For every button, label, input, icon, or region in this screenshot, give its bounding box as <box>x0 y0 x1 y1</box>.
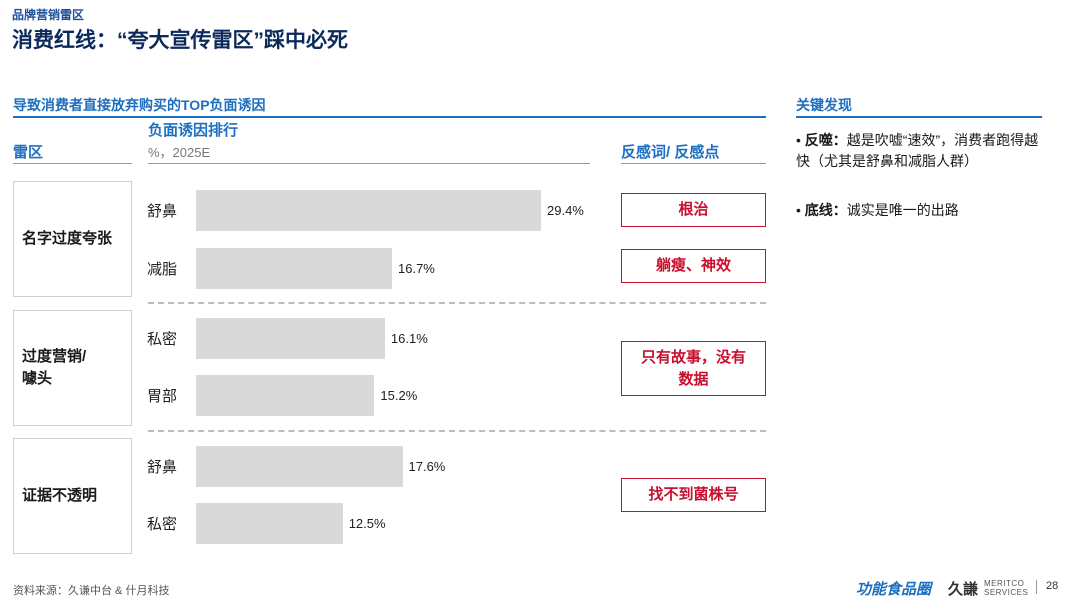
category-label: 减脂 <box>147 261 178 278</box>
category-label: 私密 <box>147 331 178 348</box>
tag-text: 躺瘦、神效 <box>655 257 731 274</box>
group-separator <box>148 430 766 432</box>
left-section-rule <box>13 116 766 118</box>
finding-text: 越是吹嘘“速效”，消费者跑得越快（尤其是舒鼻和减脂人群） <box>796 132 1039 169</box>
brand-logo-meritco: MERITCO SERVICES <box>984 579 1029 597</box>
finding-item: • 反噬：越是吹嘘“速效”，消费者跑得越快（尤其是舒鼻和减脂人群） <box>796 130 1051 172</box>
source-note: 资料来源：久谦中台 & 什月科技 <box>13 585 170 597</box>
tag-text: 只有故事，没有 数据 <box>640 348 746 388</box>
bar <box>196 248 392 289</box>
finding-label: 底线： <box>804 202 847 218</box>
page-number: 28 <box>1046 580 1059 592</box>
bar-value-label: 29.4% <box>547 203 584 218</box>
bar-value-label: 15.2% <box>380 388 418 403</box>
col-header-unit: %，2025E <box>148 145 211 160</box>
zone-box-exaggerated-name: 名字过度夸张 <box>13 181 132 297</box>
bar <box>196 375 375 416</box>
right-section-title: 关键发现 <box>796 97 852 113</box>
bar <box>196 503 343 544</box>
page-separator <box>1036 580 1037 594</box>
finding-text: 诚实是唯一的出路 <box>846 202 959 218</box>
tag-text: 根治 <box>678 201 709 218</box>
left-section-title: 导致消费者直接放弃购买的TOP负面诱因 <box>13 97 266 113</box>
col-header-zone: 雷区 <box>13 144 44 161</box>
brand-logo-functional-food: 功能食品圈 <box>856 581 932 598</box>
bar-value-label: 17.6% <box>408 459 446 474</box>
tag-box: 根治 <box>621 193 766 227</box>
bar-value-label: 16.1% <box>390 331 428 346</box>
brand-logo-jiuqian: 久謙 <box>948 581 979 598</box>
zone-box-over-marketing: 过度营销/ 噱头 <box>13 310 132 426</box>
right-section-rule <box>796 116 1042 118</box>
zone-label: 证据不透明 <box>22 487 98 504</box>
finding-item: • 底线：诚实是唯一的出路 <box>796 200 1051 221</box>
tag-box: 只有故事，没有 数据 <box>621 341 766 396</box>
chart-header-underline <box>148 163 590 164</box>
col-header-tags: 反感词/ 反感点 <box>621 144 720 161</box>
bullet: • <box>796 202 801 218</box>
group-separator <box>148 302 766 304</box>
bullet: • <box>796 132 801 148</box>
category-label: 舒鼻 <box>147 459 178 476</box>
tag-text: 找不到菌株号 <box>648 486 739 503</box>
col-header-chart: 负面诱因排行 <box>148 122 239 139</box>
zone-label: 名字过度夸张 <box>22 230 113 247</box>
page-title: 消费红线：“夸大宣传雷区”踩中必死 <box>12 29 348 52</box>
finding-label: 反噬： <box>804 132 847 148</box>
bar <box>196 446 403 487</box>
category-label: 胃部 <box>147 388 178 405</box>
tag-box: 躺瘦、神效 <box>621 249 766 283</box>
zone-box-opaque-evidence: 证据不透明 <box>13 438 132 554</box>
bar <box>196 318 385 359</box>
bar-value-label: 16.7% <box>398 261 435 276</box>
zone-label: 过度营销/ 噱头 <box>22 348 87 387</box>
zone-header-underline <box>13 163 132 164</box>
page-kicker: 品牌营销雷区 <box>12 8 85 22</box>
category-label: 舒鼻 <box>147 203 178 220</box>
bar <box>196 190 541 231</box>
tag-box: 找不到菌株号 <box>621 478 766 512</box>
category-label: 私密 <box>147 516 178 533</box>
tags-header-underline <box>621 163 766 164</box>
bar-value-label: 12.5% <box>348 516 386 531</box>
